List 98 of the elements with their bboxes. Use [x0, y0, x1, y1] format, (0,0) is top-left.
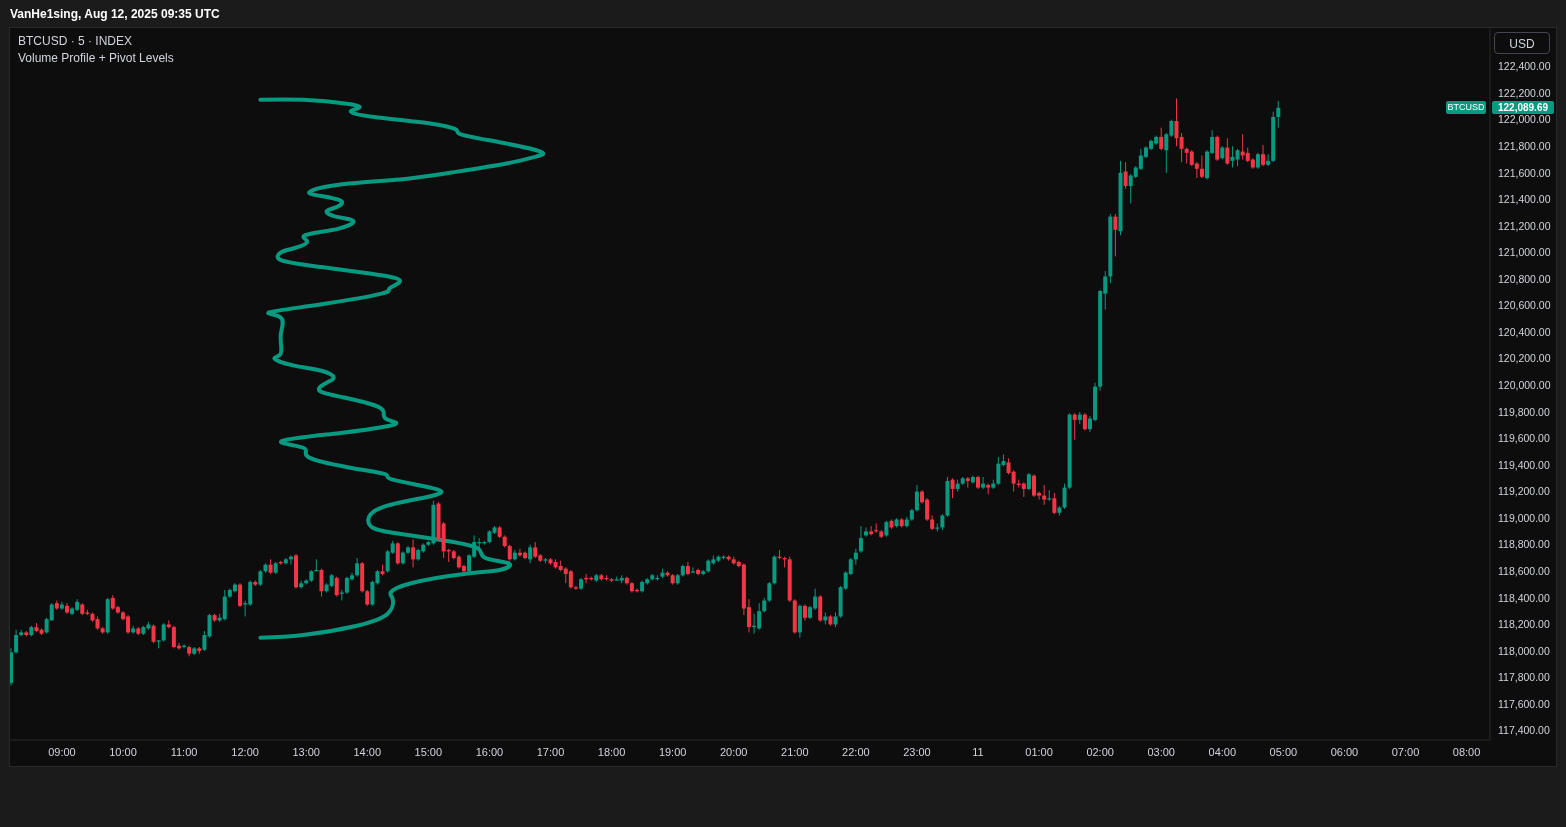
y-tick-label: 121,400.00: [1498, 193, 1551, 206]
candlestick: [1266, 153, 1271, 167]
candlestick: [1072, 412, 1077, 441]
candlestick: [914, 484, 919, 513]
candlestick: [14, 629, 19, 655]
y-tick-label: 120,000.00: [1498, 379, 1551, 392]
text: VanHe1sing, Aug 12, 2025 09:35 UTC: [10, 7, 220, 21]
x-tick-label: 08:00: [1452, 745, 1481, 758]
y-tick-label: 118,000.00: [1498, 644, 1550, 657]
y-tick-label: 119,200.00: [1498, 485, 1550, 498]
y-tick-label: 121,600.00: [1498, 166, 1551, 179]
x-tick-label: 11:00: [170, 745, 198, 758]
x-tick-label: 21:00: [781, 745, 809, 758]
y-tick-label: 119,400.00: [1498, 458, 1550, 471]
candlestick: [858, 525, 863, 554]
candlestick: [1261, 144, 1266, 167]
candlestick: [1230, 145, 1235, 168]
x-tick-label: 06:00: [1330, 745, 1359, 758]
y-tick-label: 122,400.00: [1498, 60, 1551, 73]
candlestick: [238, 582, 243, 608]
candlestick: [1199, 155, 1204, 179]
candlestick: [528, 544, 533, 564]
candlestick: [691, 566, 695, 574]
x-tick-label: 16:00: [475, 745, 504, 758]
candlestick: [1276, 100, 1281, 129]
y-tick-label: 120,600.00: [1498, 299, 1551, 312]
candlestick: [996, 456, 1001, 486]
y-axis-title: USD: [1494, 32, 1550, 54]
candlestick: [767, 581, 772, 603]
candlestick: [950, 477, 955, 499]
candlestick: [1052, 492, 1057, 515]
candlestick: [1113, 213, 1118, 257]
candlestick: [202, 630, 207, 652]
candlestick: [1225, 137, 1230, 166]
candlestick: [411, 538, 416, 568]
x-tick-label: 05:00: [1269, 745, 1298, 758]
y-tick-label: 119,000.00: [1498, 511, 1550, 524]
y-tick-label: 118,200.00: [1498, 618, 1550, 631]
x-tick-label: 01:00: [1025, 745, 1053, 758]
candlestick: [207, 613, 212, 639]
x-tick-label: 13:00: [292, 745, 320, 758]
candlestick: [864, 526, 869, 538]
x-tick-label: 03:00: [1147, 745, 1175, 758]
text: BTCUSD · 5 · INDEX: [18, 34, 133, 49]
candlestick: [818, 594, 823, 623]
candlestick: [151, 623, 156, 644]
x-tick-label: 19:00: [658, 745, 687, 758]
x-tick-label: 22:00: [842, 745, 870, 758]
y-tick-label: 117,600.00: [1498, 697, 1550, 710]
x-tick-label: 15:00: [414, 745, 443, 758]
x-tick-label: 02:00: [1086, 745, 1114, 758]
candlestick: [869, 525, 874, 536]
annotation: BTCUSD: [1446, 101, 1486, 115]
candlestick: [1215, 135, 1220, 162]
candlestick: [319, 568, 324, 598]
y-tick-label: 119,800.00: [1498, 405, 1550, 418]
x-tick-label: 17:00: [536, 745, 565, 758]
candlestick: [1042, 484, 1047, 506]
x-tick-label: 09:00: [48, 745, 76, 758]
candlestick: [1159, 127, 1164, 151]
x-tick-label: 07:00: [1391, 745, 1420, 758]
y-tick-label: 121,000.00: [1498, 246, 1551, 259]
y-tick-label: 121,800.00: [1498, 139, 1551, 152]
candlestick: [568, 569, 573, 590]
text: Volume Profile + Pivot Levels: [18, 51, 174, 66]
x-tick-label: 04:00: [1208, 745, 1237, 758]
x-tick-label: 10:00: [109, 745, 137, 758]
candlestick: [573, 585, 578, 591]
candlestick: [222, 589, 227, 621]
x-tick-label: 12:00: [231, 745, 259, 758]
y-tick-label: 120,800.00: [1498, 272, 1551, 285]
y-tick-label: 122,000.00: [1498, 113, 1551, 126]
candlestick: [1123, 161, 1128, 190]
candlestick: [981, 476, 986, 490]
y-tick-label: 121,200.00: [1498, 219, 1551, 232]
y-tick-label: 117,800.00: [1498, 671, 1550, 684]
candlestick: [1062, 483, 1067, 510]
y-tick-label: 117,400.00: [1498, 724, 1550, 737]
y-tick-label: 118,600.00: [1498, 565, 1550, 578]
candlestick: [1179, 132, 1184, 163]
candlestick: [334, 576, 339, 598]
x-tick-label: 11: [972, 745, 984, 758]
candlestick: [1174, 97, 1179, 147]
x-tick-label: 20:00: [719, 745, 748, 758]
candlestick: [161, 622, 166, 643]
text: 122,089.69: [1492, 101, 1554, 115]
y-tick-label: 122,200.00: [1498, 86, 1551, 99]
y-tick-label: 120,400.00: [1498, 325, 1551, 338]
candlestick: [355, 557, 360, 578]
candlestick: [395, 541, 400, 566]
x-tick-label: 18:00: [597, 745, 626, 758]
y-tick-label: 118,800.00: [1498, 538, 1550, 551]
x-tick-label: 23:00: [903, 745, 931, 758]
y-tick-label: 120,200.00: [1498, 352, 1551, 365]
x-tick-label: 14:00: [353, 745, 382, 758]
y-tick-label: 119,600.00: [1498, 432, 1550, 445]
y-tick-label: 118,400.00: [1498, 591, 1550, 604]
candlestick: [299, 580, 304, 590]
